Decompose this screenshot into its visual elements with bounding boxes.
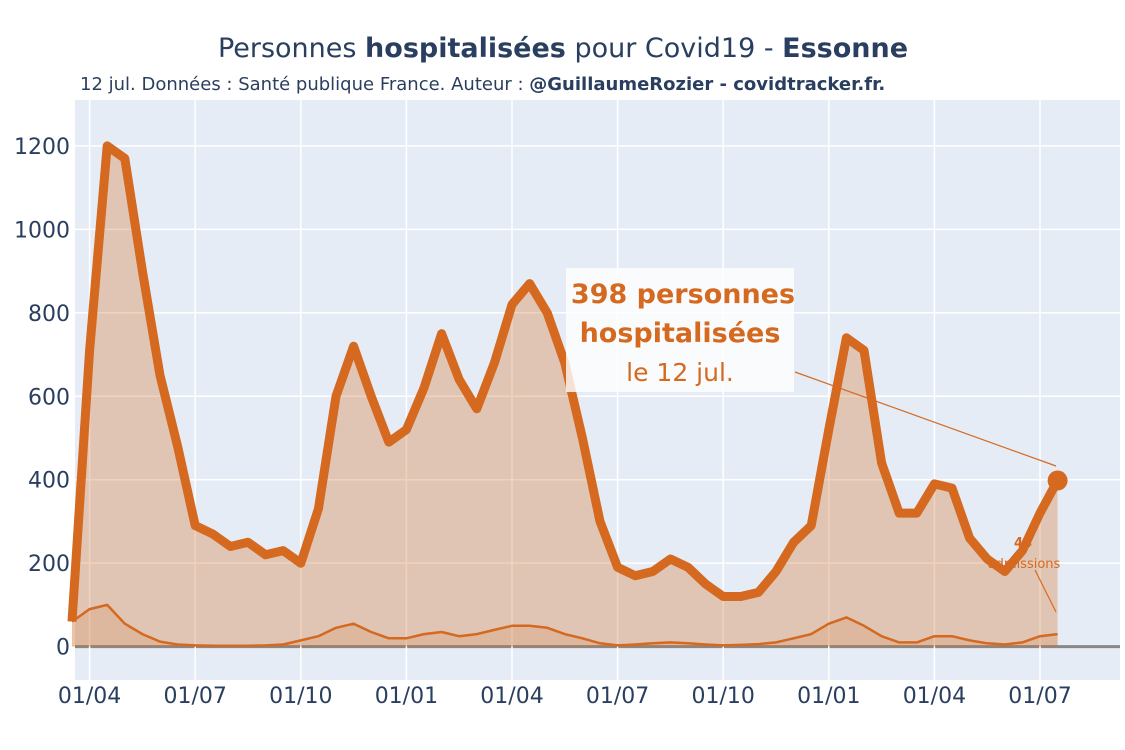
admissions-line bbox=[71, 603, 1058, 648]
x-tick-label: 01/01 bbox=[797, 684, 860, 709]
annotation-box bbox=[566, 268, 794, 392]
chart-subtitle: 12 jul. Données : Santé publique France.… bbox=[80, 74, 885, 95]
plot bbox=[67, 141, 1068, 648]
annotation-text: hospitalisées bbox=[580, 318, 781, 349]
x-tick-label: 01/07 bbox=[586, 684, 649, 709]
annotation-text: le 12 jul. bbox=[626, 358, 734, 387]
subtitle-part: 12 jul. Données : Santé publique France.… bbox=[80, 74, 529, 95]
y-tick-label: 400 bbox=[28, 469, 70, 494]
y-tick-label: 800 bbox=[28, 302, 70, 327]
annotation-arrow bbox=[794, 371, 1057, 467]
x-tick-label: 01/04 bbox=[480, 684, 543, 709]
x-tick-label: 01/07 bbox=[1008, 684, 1071, 709]
annotation-text: 398 personnes bbox=[571, 279, 795, 310]
title-part: Essonne bbox=[782, 33, 908, 64]
last-point-marker bbox=[1047, 470, 1068, 491]
y-tick-label: 1000 bbox=[14, 218, 70, 243]
x-tick-label: 01/04 bbox=[58, 684, 121, 709]
title-part: hospitalisées bbox=[365, 33, 566, 64]
x-tick-label: 01/10 bbox=[269, 684, 332, 709]
title-part: Personnes bbox=[218, 33, 365, 64]
grid bbox=[75, 100, 1120, 680]
area-fill bbox=[72, 604, 1058, 647]
y-tick-label: 200 bbox=[28, 552, 70, 577]
annotation-arrow bbox=[1034, 569, 1057, 613]
x-tick-label: 01/10 bbox=[691, 684, 754, 709]
x-tick-label: 01/04 bbox=[903, 684, 966, 709]
y-tick-label: 600 bbox=[28, 385, 70, 410]
x-tick-label: 01/01 bbox=[375, 684, 438, 709]
subtitle-part: @GuillaumeRozier - covidtracker.fr. bbox=[529, 74, 885, 95]
y-tick-label: 1200 bbox=[14, 135, 70, 160]
chart-title: Personnes hospitalisées pour Covid19 - E… bbox=[218, 33, 908, 64]
title-part: pour Covid19 - bbox=[566, 33, 782, 64]
annotation-text: admissions bbox=[988, 557, 1061, 572]
x-tick-label: 01/07 bbox=[163, 684, 226, 709]
y-tick-label: 0 bbox=[56, 636, 70, 661]
hospitalised-line bbox=[67, 141, 1062, 622]
annotation-text: 44 bbox=[1014, 536, 1032, 551]
